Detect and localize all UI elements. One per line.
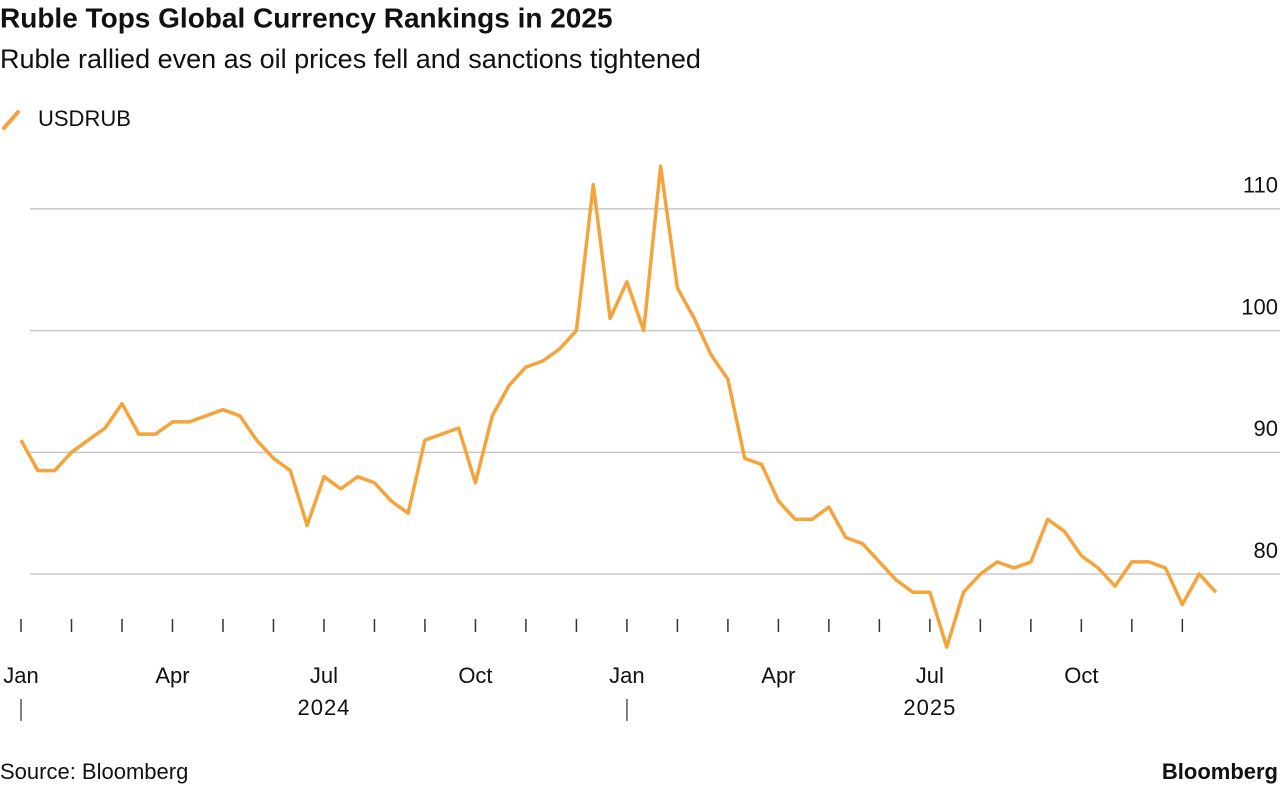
series-line: [19, 164, 1218, 649]
legend-label: USDRUB: [38, 106, 131, 131]
x-tick-label: Oct: [1064, 663, 1098, 688]
chart-title: Ruble Tops Global Currency Rankings in 2…: [0, 2, 613, 33]
x-tick-label: Jan: [609, 663, 644, 688]
brand: Bloomberg: [1162, 759, 1278, 784]
x-tick-label: Jul: [310, 663, 338, 688]
legend-swatch: [2, 110, 20, 130]
y-tick-label: 100: [1241, 294, 1278, 319]
x-tick-label: Jul: [916, 663, 944, 688]
year-label: 2024: [297, 695, 350, 720]
x-tick-label: Oct: [458, 663, 492, 688]
y-tick-label: 90: [1254, 416, 1278, 441]
source: Source: Bloomberg: [0, 759, 188, 784]
x-tick-label: Apr: [155, 663, 189, 688]
year-label: 2025: [903, 695, 956, 720]
x-tick-label: Apr: [761, 663, 795, 688]
x-tick-label: Jan: [3, 663, 38, 688]
chart-subtitle: Ruble rallied even as oil prices fell an…: [0, 44, 701, 74]
y-tick-label: 110: [1243, 173, 1278, 198]
y-tick-label: 80: [1254, 538, 1278, 563]
